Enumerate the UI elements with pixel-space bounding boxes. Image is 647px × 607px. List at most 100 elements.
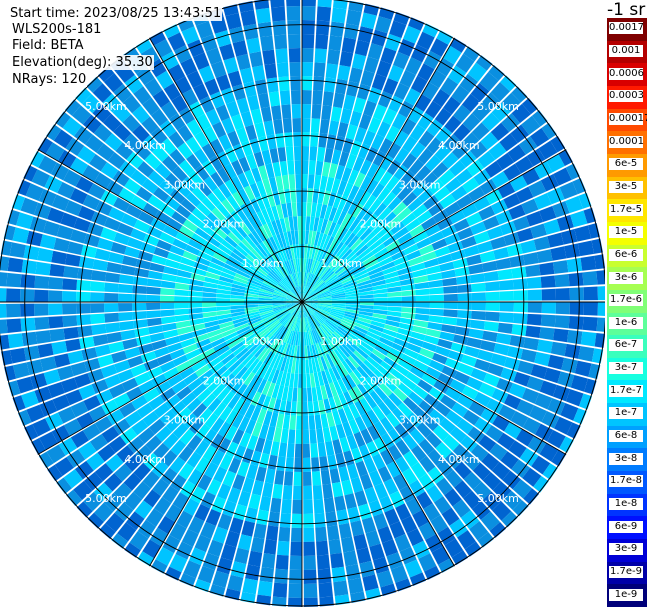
- ray-gate: [376, 60, 392, 78]
- range-ring-label: 5.00km: [477, 492, 519, 505]
- ray-gate: [206, 192, 221, 207]
- ray-gate: [92, 103, 112, 123]
- ray-gate: [521, 198, 539, 215]
- ray-gate: [343, 550, 358, 567]
- ray-gate: [565, 163, 580, 180]
- ray-gate: [256, 393, 267, 409]
- ray-gate: [450, 185, 468, 201]
- ray-gate: [286, 299, 301, 302]
- ray-gate: [594, 332, 605, 348]
- ray-gate: [412, 181, 428, 197]
- ray-gate: [322, 234, 331, 249]
- ray-gate: [191, 232, 207, 245]
- ray-gate: [492, 481, 512, 501]
- ray-gate: [217, 167, 231, 183]
- ray-gate: [338, 362, 349, 377]
- ray-gate: [344, 311, 359, 317]
- ray-gate: [359, 227, 373, 241]
- ray-gate: [360, 251, 374, 263]
- ray-gate: [330, 288, 345, 295]
- ray-gate: [172, 492, 189, 510]
- ray-gate: [292, 387, 298, 402]
- ray-gate: [212, 252, 228, 263]
- ray-gate: [303, 303, 314, 314]
- ray-gate: [313, 174, 322, 190]
- ray-gate: [156, 70, 174, 89]
- ray-gate: [339, 437, 351, 453]
- ray-gate: [209, 584, 226, 597]
- ray-gate: [311, 277, 321, 290]
- ray-gate: [303, 292, 316, 301]
- ray-gate: [294, 457, 302, 472]
- ray-gate: [198, 369, 214, 383]
- ray-gate: [345, 295, 360, 300]
- ray-gate: [177, 124, 194, 142]
- ray-gate: [442, 152, 459, 169]
- ray-gate: [244, 306, 259, 312]
- ray-gate: [531, 455, 551, 475]
- ray-gate: [209, 155, 224, 172]
- ray-gate: [303, 297, 318, 302]
- ray-gate: [419, 455, 436, 473]
- ray-gate: [47, 382, 65, 399]
- ray-gate: [204, 461, 219, 479]
- ray-gate: [313, 280, 325, 292]
- ray-gate: [248, 493, 261, 510]
- ray-gate: [385, 319, 400, 328]
- ray-gate: [274, 288, 288, 296]
- ray-gate: [327, 280, 342, 289]
- ray-gate: [259, 566, 274, 583]
- ray-gate: [94, 344, 111, 357]
- ray-gate: [512, 215, 530, 231]
- ray-gate: [423, 393, 440, 409]
- ray-gate: [253, 523, 267, 540]
- ray-gate: [311, 471, 322, 486]
- ray-gate: [286, 302, 301, 308]
- ray-gate: [234, 206, 248, 222]
- ray-gate: [281, 343, 289, 358]
- ppi-plot[interactable]: 1.00km1.00km1.00km1.00km2.00km2.00km2.00…: [0, 0, 605, 607]
- ray-gate: [175, 204, 192, 219]
- ray-gate: [442, 434, 460, 451]
- ray-gate: [287, 315, 295, 329]
- ray-gate: [291, 359, 296, 374]
- ray-gate: [152, 478, 170, 497]
- ray-gate: [161, 449, 178, 467]
- ray-gate: [324, 383, 333, 399]
- ray-gate: [347, 169, 359, 185]
- ray-gate: [360, 412, 373, 429]
- ray-gate: [303, 291, 315, 301]
- ray-gate: [251, 230, 263, 244]
- ray-gate: [236, 97, 250, 114]
- ray-gate: [543, 219, 561, 235]
- ray-gate: [317, 371, 325, 387]
- ray-gate: [260, 106, 273, 123]
- ray-gate: [418, 438, 435, 456]
- ray-gate: [428, 359, 445, 372]
- ray-gate: [459, 73, 479, 93]
- ray-gate: [324, 220, 333, 235]
- ray-gate: [364, 213, 378, 228]
- ray-gate: [382, 266, 397, 275]
- ray-gate: [312, 329, 320, 343]
- ray-gate: [180, 256, 196, 267]
- ray-gate: [113, 83, 133, 103]
- ray-gate: [134, 327, 150, 338]
- ray-gate: [303, 302, 318, 305]
- ray-gate: [138, 211, 155, 225]
- ray-gate: [132, 276, 148, 286]
- ray-gate: [303, 299, 318, 302]
- ray-gate: [340, 108, 353, 124]
- ray-gate: [155, 547, 174, 566]
- ray-gate: [376, 364, 391, 378]
- ray-gate: [483, 271, 499, 282]
- ray-gate: [345, 308, 360, 314]
- ray-gate: [394, 534, 412, 552]
- ray-gate: [230, 298, 245, 302]
- ray-gate: [275, 554, 289, 570]
- ray-gate: [365, 376, 379, 391]
- ray-gate: [525, 325, 541, 339]
- ray-gate: [64, 99, 81, 116]
- ray-gate: [21, 331, 38, 347]
- ray-gate: [284, 132, 293, 147]
